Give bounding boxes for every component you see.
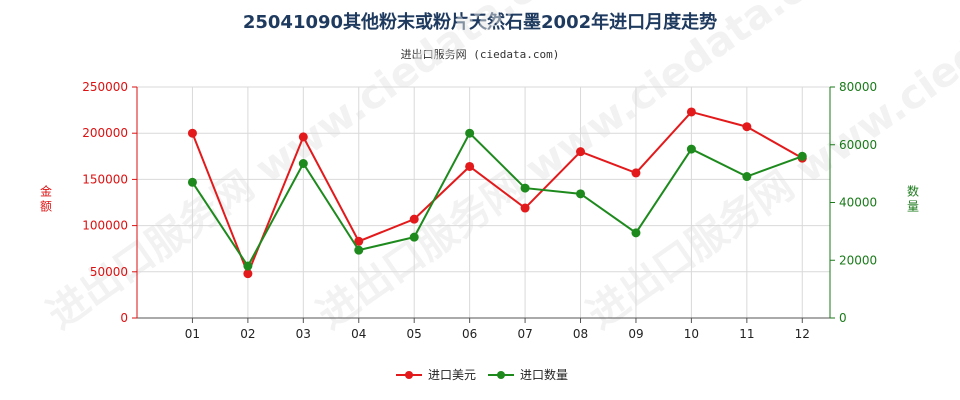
series-1-point [298, 132, 308, 142]
y-left-tick-label: 100000 [82, 219, 128, 233]
x-tick-label: 01 [185, 327, 200, 341]
series-2-point [243, 261, 253, 271]
series-2-point [576, 189, 586, 199]
y-right-tick-label: 80000 [839, 80, 877, 94]
y-right-tick-label: 60000 [839, 138, 877, 152]
x-tick-label: 08 [573, 327, 588, 341]
y-left-tick-label: 50000 [90, 265, 128, 279]
x-tick-label: 04 [351, 327, 366, 341]
series-1-point [742, 122, 752, 132]
series-1-point [187, 128, 197, 138]
axes: 0 50000 100000 150000 200000 250000 0 20000 4000… [40, 80, 919, 341]
y-right-tick-label: 40000 [839, 196, 877, 210]
series-2-point [354, 245, 364, 255]
x-tick-label: 06 [462, 327, 477, 341]
x-tick-label: 10 [684, 327, 699, 341]
series-2-point [465, 128, 475, 138]
legend-label-2: 进口数量 [520, 367, 568, 382]
series-2-point [742, 172, 752, 182]
x-tick-label: 03 [296, 327, 311, 341]
legend-marker-2 [497, 371, 505, 379]
series-2-point [187, 177, 197, 187]
series-2-point [409, 232, 419, 242]
series-2-point [298, 159, 308, 169]
x-tick-label: 12 [795, 327, 810, 341]
legend: 进口美元 进口数量 [396, 367, 568, 382]
series-line-2 [191, 131, 803, 268]
series-1-point [686, 107, 696, 117]
series [187, 107, 807, 279]
chart-title: 25041090其他粉末或粉片天然石墨2002年进口月度走势 [242, 12, 718, 33]
series-2-point [797, 151, 807, 161]
series-line-1 [191, 110, 803, 277]
x-tick-label: 02 [240, 327, 255, 341]
series-1-point [243, 269, 253, 279]
y-left-tick-label: 0 [120, 311, 128, 325]
series-1-point [631, 168, 641, 178]
series-1-point [576, 147, 586, 157]
y-left-tick-label: 150000 [82, 172, 128, 186]
x-tick-label: 07 [517, 327, 532, 341]
series-2-point [686, 144, 696, 154]
series-2-point [631, 228, 641, 238]
y-left-tick-label: 200000 [82, 126, 128, 140]
series-1-point [354, 236, 364, 246]
y-right-tick-label: 0 [839, 311, 847, 325]
series-1-point [409, 214, 419, 224]
series-2-point [520, 183, 530, 193]
x-tick-label: 05 [407, 327, 422, 341]
x-tick-label: 09 [628, 327, 643, 341]
y-axis-left-label: 金额 [40, 184, 52, 214]
y-left-tick-label: 250000 [82, 80, 128, 94]
series-1-point [465, 161, 475, 171]
x-tick-label: 11 [739, 327, 754, 341]
chart-subtitle: 进出口服务网 (ciedata.com) [400, 48, 560, 61]
y-axis-right-label: 数量 [907, 184, 919, 214]
y-right-tick-label: 20000 [839, 253, 877, 267]
legend-marker-1 [405, 371, 413, 379]
legend-label-1: 进口美元 [428, 368, 476, 382]
series-1-point [520, 203, 530, 213]
